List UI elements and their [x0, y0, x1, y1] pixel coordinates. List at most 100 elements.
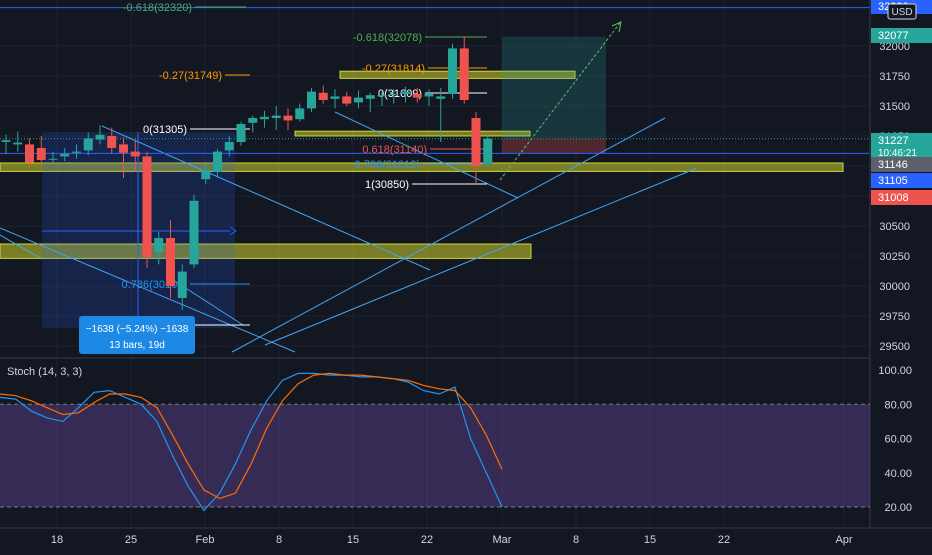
candle[interactable]: [248, 115, 258, 133]
candle[interactable]: [142, 151, 152, 268]
currency-badge[interactable]: [887, 3, 917, 20]
candle[interactable]: [330, 89, 340, 109]
measure-info-bars: 13 bars, 19d: [109, 340, 165, 351]
stoch-series-line[interactable]: [0, 372, 503, 512]
candle[interactable]: [107, 127, 117, 154]
candle[interactable]: [412, 88, 422, 103]
time-tick-label: Apr: [835, 534, 852, 546]
candle[interactable]: [260, 110, 269, 128]
candle[interactable]: [342, 91, 352, 106]
candle[interactable]: [177, 264, 187, 310]
candle[interactable]: [401, 86, 410, 103]
candle-body: [459, 48, 469, 100]
candle-body: [95, 134, 105, 140]
candle[interactable]: [25, 138, 34, 169]
time-tick-label: 22: [718, 534, 730, 546]
fib-label: -0.27(31749): [159, 70, 222, 82]
candle-body: [224, 142, 234, 151]
time-tick-label: 15: [347, 534, 359, 546]
candle[interactable]: [283, 108, 293, 130]
time-tick-label: Mar: [493, 534, 512, 546]
candle[interactable]: [318, 85, 328, 104]
candle[interactable]: [72, 144, 81, 159]
price-tick-label: 30000: [879, 281, 910, 293]
candle[interactable]: [354, 90, 363, 109]
candle-body: [189, 200, 199, 265]
price-axis-bg: [870, 0, 932, 550]
candle[interactable]: [213, 149, 222, 178]
candle-body: [25, 144, 34, 163]
position-target-zone[interactable]: [502, 36, 606, 139]
trend-line[interactable]: [101, 125, 431, 271]
candle[interactable]: [201, 163, 211, 184]
price-badge-text: 31227: [878, 135, 909, 147]
time-tick-label: Feb: [196, 534, 215, 546]
fib-label: -0.618(32078): [353, 32, 422, 44]
support-resistance-zone[interactable]: [294, 130, 531, 137]
candle-body: [213, 151, 222, 172]
candle[interactable]: [471, 112, 481, 184]
candle[interactable]: [307, 88, 316, 112]
candle[interactable]: [36, 136, 46, 166]
candle[interactable]: [224, 136, 234, 157]
candle-body: [177, 271, 187, 298]
candle[interactable]: [130, 139, 140, 172]
candle[interactable]: [377, 91, 387, 106]
trend-line[interactable]: [264, 167, 698, 346]
candle[interactable]: [271, 106, 281, 130]
candle[interactable]: [389, 89, 399, 104]
currency-badge-text: USD: [891, 7, 912, 18]
candle[interactable]: [95, 125, 105, 145]
candle[interactable]: [189, 194, 199, 268]
candle[interactable]: [1, 134, 11, 154]
trend-line[interactable]: [334, 111, 519, 199]
fib-label: 0(31609): [378, 88, 422, 100]
stoch-band: [0, 404, 870, 507]
candle[interactable]: [119, 137, 128, 178]
position-stop-zone[interactable]: [502, 138, 606, 154]
support-resistance-zone[interactable]: [339, 70, 576, 79]
support-resistance-zone[interactable]: [0, 243, 532, 259]
candle-body: [13, 142, 23, 145]
candle-body: [130, 151, 140, 157]
fib-label: 0(31305): [143, 124, 187, 136]
candle[interactable]: [459, 36, 469, 104]
trend-line[interactable]: [0, 234, 41, 259]
candle-body: [354, 97, 363, 103]
price-badge-text: 31008: [878, 192, 909, 204]
candle[interactable]: [365, 92, 375, 112]
measure-info-box[interactable]: [79, 316, 195, 354]
price-tick-label: 32000: [879, 41, 910, 53]
candle[interactable]: [154, 232, 164, 265]
candle-body: [412, 94, 422, 98]
price-tick-label: 29500: [879, 341, 910, 353]
time-tick-label: 25: [125, 534, 137, 546]
candle[interactable]: [60, 148, 70, 162]
time-tick-label: 22: [421, 534, 433, 546]
candle-body: [342, 96, 352, 104]
candle[interactable]: [436, 88, 446, 142]
candle[interactable]: [424, 89, 434, 106]
candle-body: [436, 96, 446, 99]
support-resistance-zone[interactable]: [0, 162, 844, 172]
candle[interactable]: [295, 103, 305, 122]
candle-body: [72, 151, 81, 153]
candle[interactable]: [166, 220, 175, 298]
time-tick-label: 8: [573, 534, 579, 546]
fib-label: -0.27(31814): [362, 63, 425, 75]
fib-label: 0.786(31012): [355, 159, 420, 171]
candle[interactable]: [236, 121, 246, 146]
candle[interactable]: [13, 131, 23, 152]
candle-body: [307, 91, 316, 109]
candle[interactable]: [483, 134, 493, 166]
trend-line[interactable]: [0, 227, 296, 353]
candle[interactable]: [448, 43, 457, 99]
stoch-series-line[interactable]: [0, 372, 503, 500]
candle[interactable]: [48, 151, 58, 165]
candle-body: [36, 148, 46, 160]
candle[interactable]: [83, 132, 93, 156]
price-tick-label: 31500: [879, 101, 910, 113]
trend-line[interactable]: [231, 117, 666, 353]
